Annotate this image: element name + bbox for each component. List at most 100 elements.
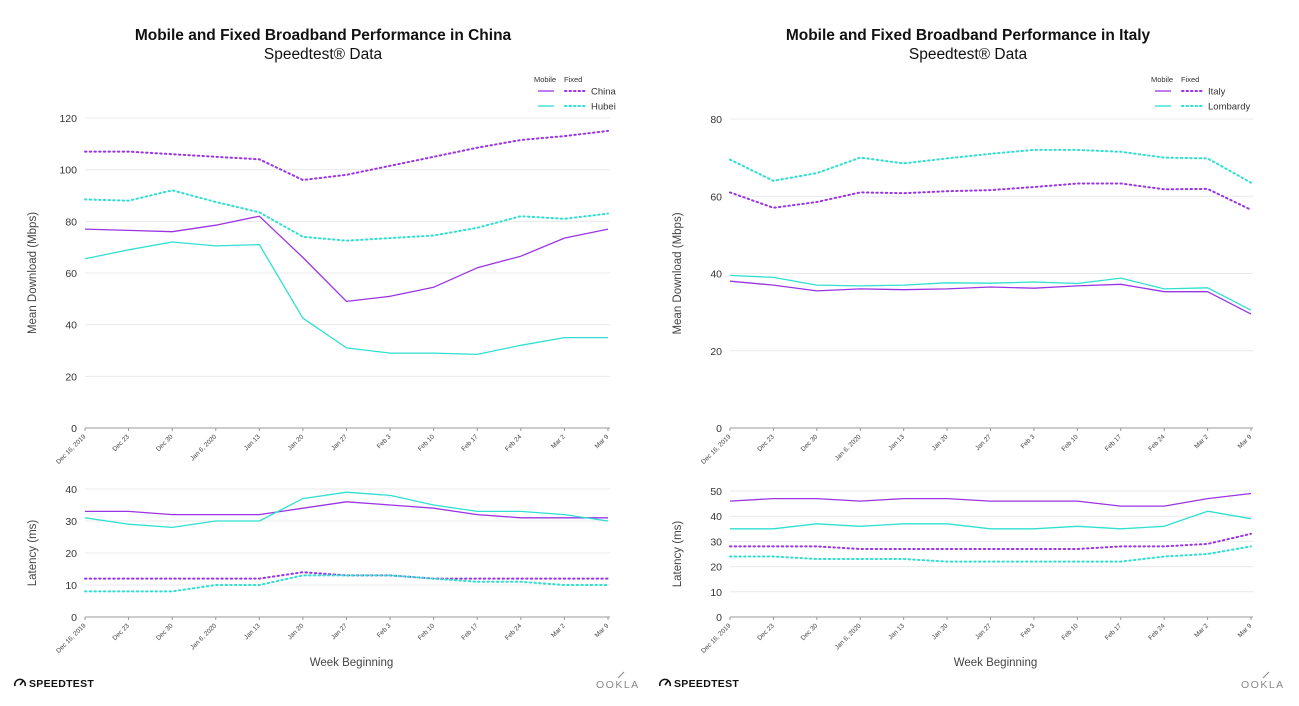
chart-subtitle: Speedtest® Data	[264, 46, 383, 63]
speedtest-logo-text: SPEEDTEST	[674, 678, 739, 690]
latency-series-hubei-fixed	[84, 574, 609, 593]
download-y-tick-label: 80	[710, 114, 722, 126]
download-series-lombardy-fixed	[729, 148, 1252, 184]
latency-y-tick-label: 20	[710, 562, 722, 574]
download-y-tick-label: 20	[710, 346, 722, 358]
latency-series-italy-mobile	[729, 492, 1252, 507]
latency-x-tick-label: Feb 24	[1147, 622, 1167, 642]
latency-x-tick-label: Jan 13	[243, 622, 262, 641]
latency-x-tick-label: Feb 24	[504, 622, 524, 642]
latency-series-china-mobile	[85, 501, 608, 519]
download-x-tick-label: Feb 17	[460, 433, 480, 453]
italy-chart: Mobile and Fixed Broadband Performance i…	[659, 27, 1285, 691]
download-x-tick-label: Jan 20	[287, 433, 306, 452]
download-x-tick-label: Jan 27	[330, 433, 349, 452]
china-chart-panel: Mobile and Fixed Broadband Performance i…	[0, 0, 640, 706]
latency-x-tick-label: Jan 6, 2020	[189, 622, 218, 651]
latency-y-tick-label: 30	[65, 516, 77, 528]
download-x-tick-label: Dec 30	[155, 433, 175, 453]
legend-entry-label: China	[591, 87, 617, 98]
latency-x-tick-label: Feb 10	[417, 622, 437, 642]
latency-y-axis-label: Latency (ms)	[672, 521, 684, 588]
latency-x-tick-label: Mar 2	[550, 622, 567, 639]
latency-y-axis-label: Latency (ms)	[27, 520, 39, 587]
ookla-logo: OOKLA	[1241, 671, 1285, 691]
download-y-tick-label: 0	[71, 423, 77, 435]
download-series-italy-mobile	[729, 280, 1252, 315]
latency-x-tick-label: Feb 3	[1020, 622, 1037, 639]
latency-y-tick-label: 40	[65, 484, 77, 496]
ookla-logo-text: OOKLA	[596, 679, 640, 691]
download-x-tick-label: Dec 16, 2019	[55, 433, 88, 466]
download-x-tick-label: Feb 3	[376, 433, 393, 450]
latency-series-lombardy-mobile	[730, 510, 1252, 530]
latency-y-tick-label: 50	[710, 486, 722, 498]
latency-x-tick-label: Jan 13	[887, 622, 906, 641]
download-y-tick-label: 40	[710, 269, 722, 281]
latency-y-tick-label: 30	[710, 536, 722, 548]
chart-title: Mobile and Fixed Broadband Performance i…	[786, 27, 1151, 44]
legend-entry-label: Italy	[1208, 87, 1226, 98]
latency-x-tick-label: Dec 23	[756, 622, 776, 642]
download-x-tick-label: Mar 9	[594, 433, 611, 450]
ookla-logo: OOKLA	[596, 671, 640, 691]
latency-y-tick-label: 0	[716, 612, 722, 624]
download-x-tick-label: Feb 10	[417, 433, 437, 453]
latency-x-tick-label: Jan 27	[330, 622, 349, 641]
download-y-tick-label: 120	[59, 113, 77, 125]
china-chart: Mobile and Fixed Broadband Performance i…	[14, 27, 640, 691]
download-x-tick-label: Jan 6, 2020	[189, 433, 218, 462]
download-series-hubei-fixed	[84, 189, 609, 242]
latency-x-tick-label: Dec 30	[800, 622, 820, 642]
latency-x-tick-label: Feb 17	[1104, 622, 1124, 642]
download-y-tick-label: 20	[65, 371, 77, 383]
download-x-tick-label: Jan 13	[243, 433, 262, 452]
latency-x-tick-label: Jan 27	[974, 622, 993, 641]
latency-x-tick-label: Feb 10	[1060, 622, 1080, 642]
legend-mobile-header: Mobile	[534, 75, 556, 84]
latency-x-tick-label: Jan 20	[931, 622, 950, 641]
latency-x-tick-label: Feb 17	[460, 622, 480, 642]
speedtest-logo-icon	[14, 678, 26, 687]
latency-x-tick-label: Feb 3	[376, 622, 393, 639]
download-y-tick-label: 60	[65, 268, 77, 280]
latency-x-tick-label: Mar 2	[1193, 622, 1210, 639]
latency-x-tick-label: Dec 23	[111, 622, 131, 642]
latency-y-tick-label: 0	[71, 612, 77, 624]
speedtest-logo-text: SPEEDTEST	[29, 678, 94, 690]
legend-mobile-header: Mobile	[1151, 75, 1173, 84]
download-y-tick-label: 80	[65, 216, 77, 228]
latency-x-tick-label: Jan 20	[287, 622, 306, 641]
download-series-hubei-mobile	[84, 241, 608, 356]
latency-x-tick-label: Dec 30	[155, 622, 175, 642]
download-x-tick-label: Mar 2	[550, 433, 567, 450]
download-x-tick-label: Mar 2	[1193, 433, 1210, 450]
download-x-tick-label: Jan 13	[887, 433, 906, 452]
legend-fixed-header: Fixed	[1181, 75, 1199, 84]
download-series-china-mobile	[84, 215, 609, 303]
speedtest-logo-icon	[659, 678, 671, 687]
latency-x-tick-label: Dec 16, 2019	[700, 622, 733, 655]
latency-x-tick-label: Mar 9	[594, 622, 611, 639]
download-y-tick-label: 100	[59, 165, 77, 177]
latency-x-tick-label: Jan 6, 2020	[834, 622, 863, 651]
latency-x-tick-label: Mar 9	[1237, 622, 1254, 639]
download-series-china-fixed	[84, 129, 609, 181]
x-axis-label: Week Beginning	[954, 657, 1038, 669]
latency-y-tick-label: 40	[710, 511, 722, 523]
latency-x-tick-label: Dec 16, 2019	[55, 622, 88, 655]
legend-entry-label: Hubei	[591, 102, 616, 113]
latency-y-tick-label: 20	[65, 548, 77, 560]
download-x-tick-label: Jan 6, 2020	[834, 433, 863, 462]
download-y-axis-label: Mean Download (Mbps)	[672, 212, 684, 334]
download-y-axis-label: Mean Download (Mbps)	[27, 212, 39, 334]
download-x-tick-label: Mar 9	[1237, 433, 1254, 450]
download-x-tick-label: Jan 20	[931, 433, 950, 452]
x-axis-label: Week Beginning	[310, 657, 394, 669]
download-x-tick-label: Feb 3	[1020, 433, 1037, 450]
download-y-tick-label: 0	[716, 423, 722, 435]
chart-subtitle: Speedtest® Data	[909, 46, 1028, 63]
ookla-logo-text: OOKLA	[1241, 679, 1285, 691]
download-series-italy-fixed	[729, 182, 1252, 211]
latency-series-italy-fixed	[729, 532, 1252, 550]
